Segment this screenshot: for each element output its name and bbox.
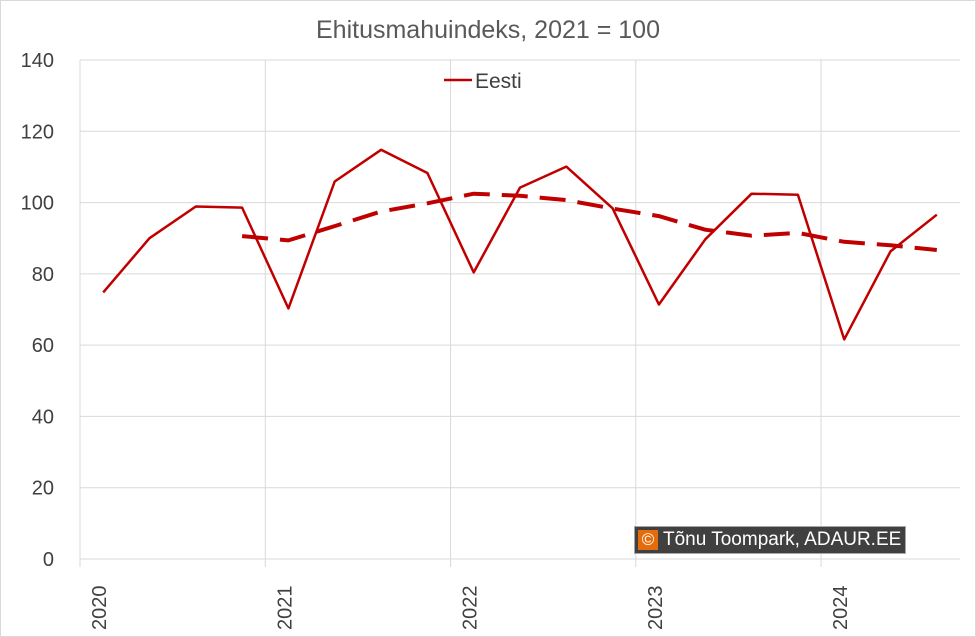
y-tick-label: 80 (32, 264, 54, 286)
y-tick-label: 60 (32, 335, 54, 357)
y-tick-label: 120 (21, 121, 54, 143)
x-tick-label: 2022 (460, 586, 482, 631)
x-tick-label: 2024 (830, 586, 852, 631)
x-tick-label: 2023 (645, 586, 667, 631)
trend-line (241, 191, 938, 252)
y-tick-label: 100 (21, 193, 54, 215)
y-tick-label: 20 (32, 478, 54, 500)
copyright-badge: © Tõnu Toompark, ADAUR.EE (634, 526, 907, 554)
x-tick-label: 2021 (274, 586, 296, 631)
chart-title: Ehitusmahuindeks, 2021 = 100 (316, 16, 660, 44)
series-line-eesti (102, 148, 938, 341)
legend-label: Eesti (475, 70, 522, 93)
y-tick-label: 0 (43, 549, 54, 571)
copyright-icon: © (638, 530, 658, 550)
x-tick-label: 2020 (89, 586, 111, 631)
y-tick-label: 40 (32, 406, 54, 428)
y-tick-label: 140 (21, 50, 54, 72)
copyright-text: Tõnu Toompark, ADAUR.EE (663, 529, 902, 550)
